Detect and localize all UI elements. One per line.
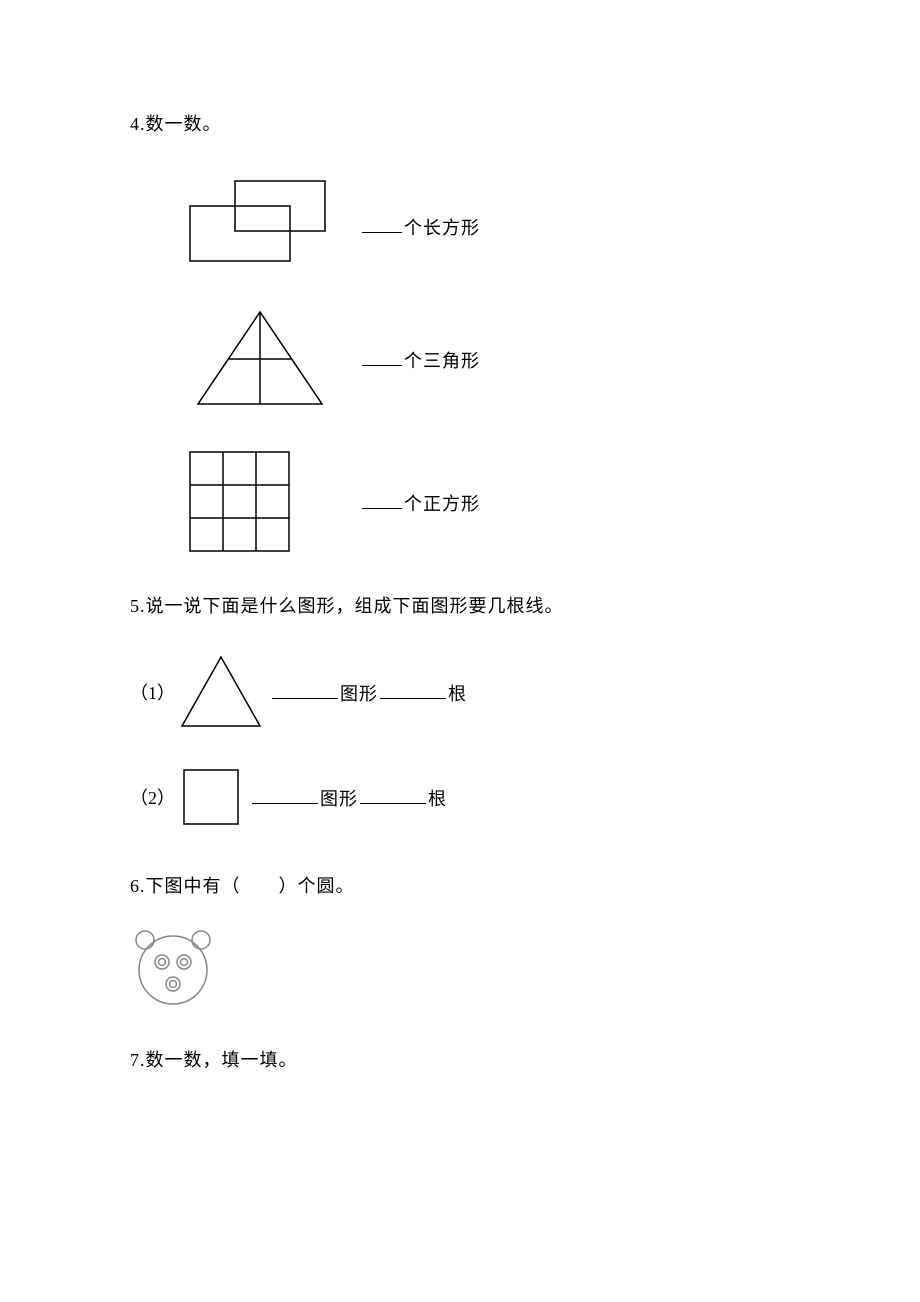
q7-title: 7.数一数，填一填。 bbox=[130, 1046, 790, 1072]
q4-rect-label: 个长方形 bbox=[360, 213, 480, 240]
q5-title: 5.说一说下面是什么图形，组成下面图形要几根线。 bbox=[130, 592, 790, 618]
q4-sq-label: 个正方形 bbox=[360, 489, 480, 516]
q5-item-1: （1） 图形根 bbox=[130, 652, 790, 732]
q5-item-2: （2） 图形根 bbox=[130, 762, 790, 832]
blank[interactable] bbox=[362, 213, 402, 234]
grid-3x3-figure bbox=[180, 442, 300, 562]
subdivided-triangle-figure bbox=[180, 304, 340, 414]
q6-title: 6.下图中有（ ）个圆。 bbox=[130, 872, 790, 898]
bear-circles-figure bbox=[130, 922, 220, 1012]
q5-1-num: （1） bbox=[130, 679, 176, 705]
q5-2-num: （2） bbox=[130, 784, 176, 810]
q4-title: 4.数一数。 bbox=[130, 110, 790, 136]
q4-item-triangles: 个三角形 bbox=[180, 304, 790, 414]
question-7: 7.数一数，填一填。 bbox=[130, 1046, 790, 1072]
q4-tri-label: 个三角形 bbox=[360, 346, 480, 373]
question-6: 6.下图中有（ ）个圆。 bbox=[130, 872, 790, 1012]
overlapping-rectangles-figure bbox=[180, 176, 340, 276]
question-4: 4.数一数。 个长方形 个三角形 个正方形 bbox=[130, 110, 790, 562]
q4-item-rectangles: 个长方形 bbox=[180, 176, 790, 276]
q6-blank[interactable] bbox=[241, 876, 279, 896]
q5-1-text: 图形根 bbox=[270, 679, 467, 706]
triangle-icon bbox=[176, 652, 266, 732]
blank[interactable] bbox=[252, 784, 318, 805]
q4-item-squares: 个正方形 bbox=[180, 442, 790, 562]
blank[interactable] bbox=[360, 784, 426, 805]
blank[interactable] bbox=[362, 346, 402, 367]
blank[interactable] bbox=[272, 679, 338, 700]
square-icon bbox=[176, 762, 246, 832]
question-5: 5.说一说下面是什么图形，组成下面图形要几根线。 （1） 图形根 （2） 图形根 bbox=[130, 592, 790, 832]
blank[interactable] bbox=[362, 489, 402, 510]
q5-2-text: 图形根 bbox=[250, 784, 447, 811]
blank[interactable] bbox=[380, 679, 446, 700]
